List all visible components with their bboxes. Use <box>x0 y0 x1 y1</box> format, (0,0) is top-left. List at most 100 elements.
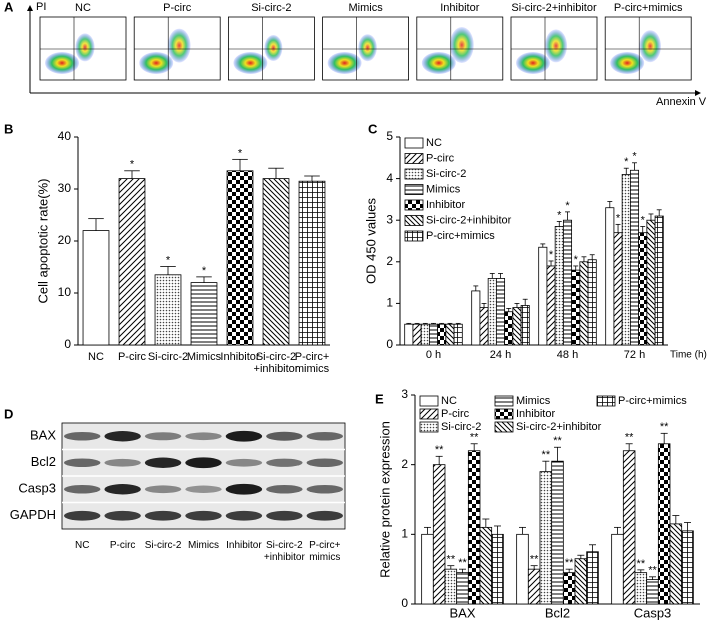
y-axis-label: OD 450 values <box>363 198 378 284</box>
bar <box>551 460 564 605</box>
bar <box>622 450 636 605</box>
bar <box>437 323 447 346</box>
band <box>306 458 343 468</box>
band <box>225 458 263 467</box>
cell-cluster <box>233 52 268 74</box>
cell-cluster <box>139 52 174 74</box>
bar <box>629 169 640 346</box>
band <box>185 485 222 493</box>
bar <box>495 278 506 346</box>
bar <box>520 305 530 346</box>
legend-swatch <box>419 408 439 420</box>
legend-swatch <box>404 199 424 211</box>
significance: * <box>616 212 621 224</box>
bar <box>538 246 548 346</box>
cell-cluster <box>167 28 191 63</box>
band <box>64 431 101 441</box>
sample-title: P-circ+mimics <box>614 2 683 14</box>
axis-label: Annexin V <box>656 96 707 108</box>
row-label: Bcl2 <box>31 454 56 469</box>
sample-title: Si-circ-2 <box>251 2 291 14</box>
significance: * <box>166 254 171 266</box>
bar <box>546 265 556 346</box>
bar <box>527 568 541 605</box>
significance: * <box>632 151 637 163</box>
y-tick-label: 5 <box>386 129 393 143</box>
x-tick-label: Mimics <box>187 351 222 363</box>
bar <box>432 464 446 605</box>
cell-cluster <box>358 34 377 62</box>
lane-label: P-circ+ mimics <box>309 540 341 563</box>
lane-label: Si-circ-2 <box>145 540 182 551</box>
legend-swatch <box>596 395 616 407</box>
bar <box>657 443 671 605</box>
y-tick-label: 0 <box>64 337 71 351</box>
significance: ** <box>625 432 634 444</box>
band <box>225 430 263 442</box>
panel-label: C <box>368 121 378 136</box>
band <box>104 431 141 442</box>
significance: ** <box>553 435 562 447</box>
band <box>306 484 343 494</box>
significance: ** <box>660 421 669 433</box>
band <box>306 510 343 521</box>
bar <box>487 278 497 346</box>
significance: ** <box>648 565 657 577</box>
bar <box>479 307 489 346</box>
legend-label: Inhibitor <box>426 199 465 211</box>
bar <box>456 572 469 605</box>
x-tick-label: Casp3 <box>634 605 672 620</box>
cell-cluster <box>45 52 79 74</box>
significance: ** <box>470 432 479 444</box>
bar <box>82 230 110 346</box>
bar <box>554 226 564 346</box>
sample-title: Inhibitor <box>440 2 479 14</box>
panel-label: A <box>4 0 14 14</box>
legend-swatch <box>404 168 424 180</box>
y-tick-label: 20 <box>58 233 72 247</box>
x-tick-label: Inhibitor <box>220 351 259 363</box>
cell-cluster <box>421 52 456 74</box>
x-tick-label: 24 h <box>490 349 511 361</box>
legend-label: Mimics <box>516 395 551 407</box>
significance: ** <box>458 557 467 569</box>
significance: * <box>130 159 135 171</box>
bar <box>654 215 664 346</box>
legend-swatch <box>404 153 424 164</box>
significance: * <box>641 214 646 226</box>
significance: ** <box>447 554 456 566</box>
y-tick-label: 0 <box>401 596 408 610</box>
bar <box>467 450 481 605</box>
bar <box>298 180 326 346</box>
x-tick-label: P-circ <box>118 351 147 363</box>
panel-label: D <box>4 406 13 421</box>
legend-label: P-circ+mimics <box>426 230 495 242</box>
legend-swatch <box>419 421 439 433</box>
legend-label: P-circ <box>441 408 470 420</box>
legend-label: Si-circ-2 <box>426 168 466 180</box>
band <box>144 432 182 441</box>
y-tick-label: 2 <box>386 254 393 268</box>
bar <box>516 533 529 605</box>
legend-swatch <box>494 421 514 433</box>
band <box>266 484 303 494</box>
sample-title: NC <box>75 2 91 14</box>
bar <box>587 259 597 346</box>
y-tick-label: 10 <box>58 285 72 299</box>
bar <box>404 323 414 346</box>
band <box>64 510 101 521</box>
band <box>185 510 222 521</box>
bar <box>574 558 588 605</box>
band <box>104 458 141 467</box>
y-tick-label: 4 <box>386 171 393 185</box>
significance: * <box>574 254 579 266</box>
cell-cluster <box>516 52 550 74</box>
legend-swatch <box>419 395 439 407</box>
bar <box>512 307 522 346</box>
bar <box>428 323 439 346</box>
legend-label: Si-circ-2+inhibitor <box>426 214 512 226</box>
significance: * <box>565 200 570 212</box>
bar <box>444 568 458 605</box>
legend-swatch <box>494 408 514 420</box>
